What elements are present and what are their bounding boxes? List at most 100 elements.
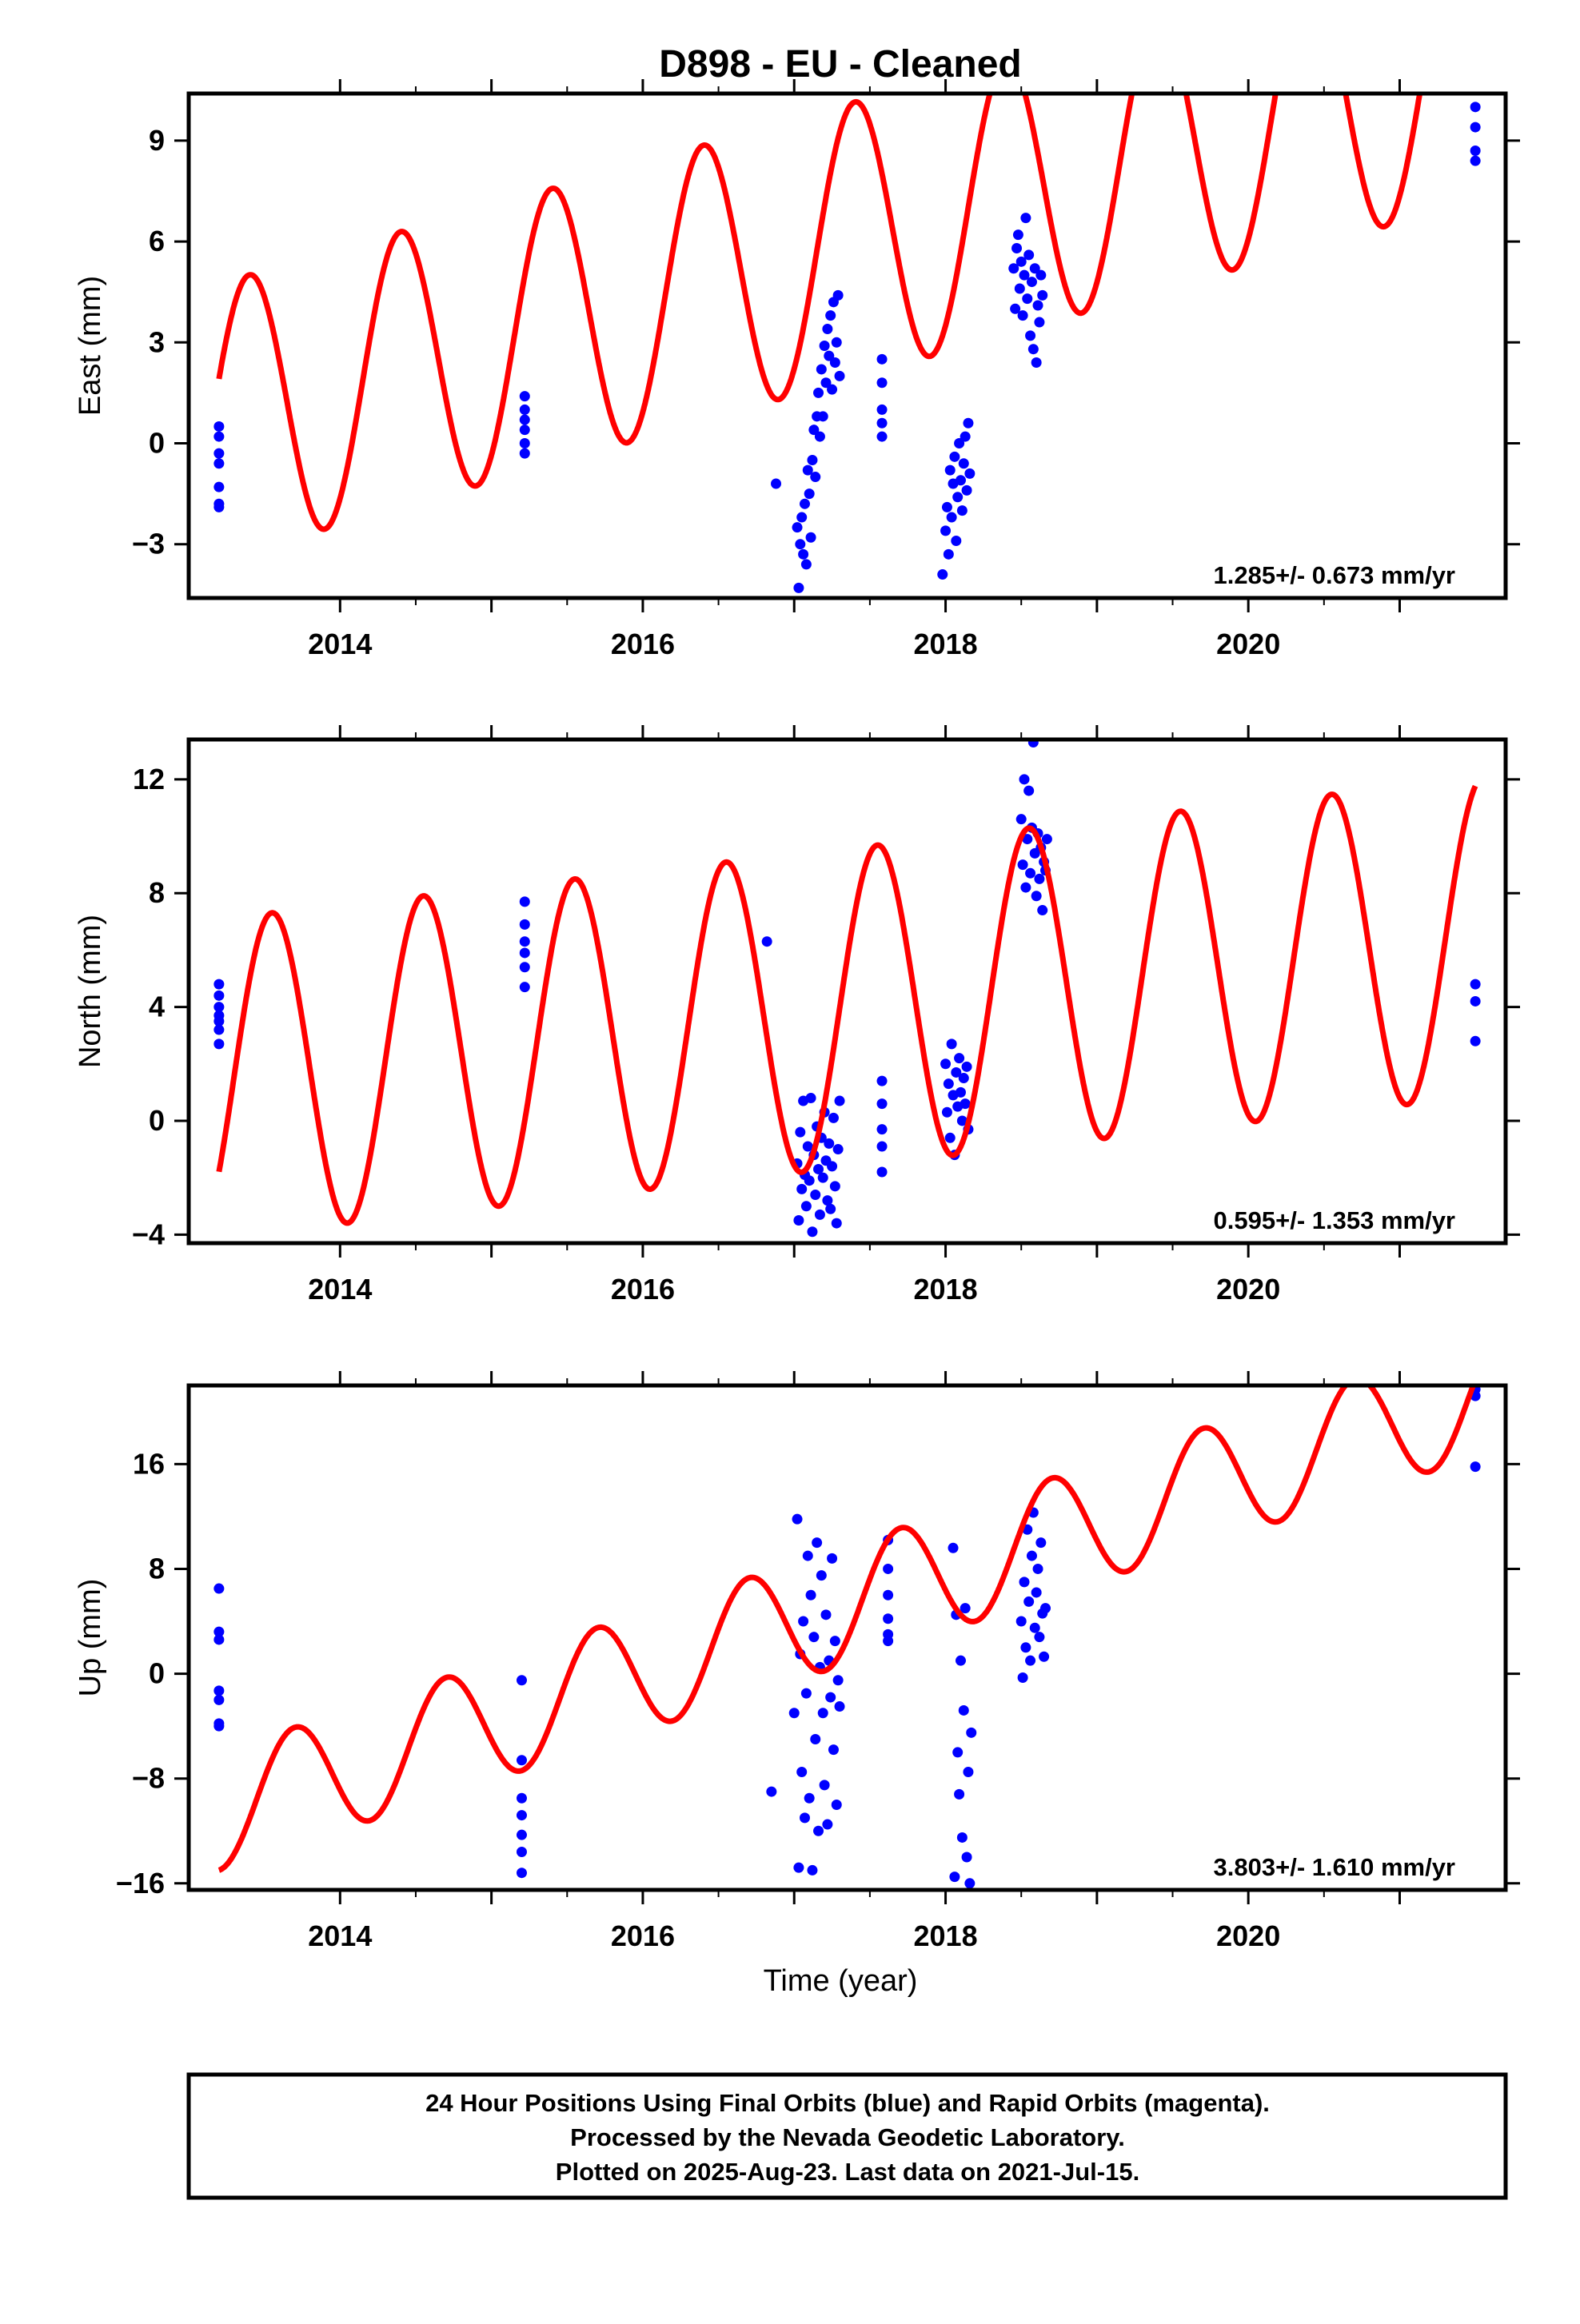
- x-tick-label: 2016: [611, 1273, 675, 1306]
- data-point: [834, 370, 845, 381]
- data-point: [954, 1053, 965, 1064]
- data-point: [814, 1209, 825, 1220]
- data-point: [788, 1708, 800, 1719]
- data-point: [213, 990, 225, 1001]
- data-point: [1035, 1537, 1047, 1549]
- data-point: [213, 1694, 225, 1705]
- data-point: [519, 919, 530, 930]
- plot-frame-up: [186, 1383, 1508, 1892]
- data-point: [213, 421, 225, 432]
- data-point: [1034, 317, 1045, 328]
- data-point: [816, 364, 827, 375]
- data-point: [519, 962, 530, 973]
- data-point: [946, 512, 957, 523]
- data-point: [824, 350, 835, 361]
- data-point: [940, 525, 952, 536]
- data-point: [766, 1786, 777, 1797]
- data-point: [796, 1183, 808, 1194]
- data-point: [516, 1810, 527, 1821]
- data-point: [213, 431, 225, 442]
- data-point: [1025, 867, 1036, 879]
- data-point: [808, 1632, 820, 1643]
- data-point: [956, 505, 968, 516]
- data-point: [813, 1163, 824, 1174]
- data-point: [1470, 1035, 1481, 1046]
- data-point: [828, 1744, 839, 1756]
- data-point: [1031, 891, 1042, 902]
- data-point: [807, 1226, 818, 1238]
- data-point: [831, 1799, 842, 1810]
- data-point: [213, 1024, 225, 1035]
- data-point: [955, 1655, 966, 1666]
- data-point: [1032, 1563, 1043, 1574]
- data-point: [966, 1727, 977, 1738]
- data-point: [792, 522, 803, 533]
- x-tick-label: 2018: [914, 628, 978, 660]
- data-point: [808, 425, 820, 436]
- data-point: [1019, 774, 1030, 785]
- y-tick-label: 9: [149, 124, 165, 157]
- panel-up: 2014 2016 2018 2020 −16 −8 0 8 16 Up (mm) 3.803+/-…: [74, 1371, 1520, 1952]
- panel-east: 2014 2016 2018 2020 −3 0 3 6 9 East (mm) 1.285+/- …: [74, 79, 1520, 660]
- data-point: [1025, 1655, 1036, 1666]
- data-point: [960, 1603, 971, 1614]
- data-point: [793, 582, 804, 593]
- data-point: [960, 1098, 971, 1110]
- data-point: [1017, 859, 1028, 871]
- data-point: [1037, 905, 1048, 916]
- data-point: [820, 1609, 832, 1620]
- data-point: [944, 464, 956, 476]
- data-point: [804, 1792, 815, 1804]
- data-point: [1015, 1616, 1027, 1627]
- data-point: [961, 1061, 972, 1072]
- data-point: [1022, 293, 1033, 305]
- data-points-east: [213, 102, 1481, 593]
- data-point: [812, 1537, 823, 1549]
- data-point: [804, 1175, 815, 1186]
- rate-label-up: 3.803+/- 1.610 mm/yr: [1214, 1853, 1455, 1881]
- data-point: [1014, 283, 1025, 294]
- data-point: [519, 414, 530, 425]
- footer-line-1: 24 Hour Positions Using Final Orbits (bl…: [425, 2089, 1270, 2117]
- data-point: [519, 896, 530, 907]
- data-point: [810, 472, 821, 483]
- data-point: [827, 1553, 838, 1564]
- x-tick-label: 2016: [611, 628, 675, 660]
- data-point: [1031, 357, 1042, 369]
- data-point: [943, 1078, 954, 1090]
- data-point: [961, 1852, 972, 1863]
- data-point: [1034, 873, 1045, 884]
- data-point: [824, 1138, 835, 1149]
- data-point: [814, 431, 825, 442]
- data-point: [795, 1126, 806, 1138]
- data-point: [958, 458, 969, 469]
- data-point: [876, 1124, 888, 1135]
- data-point: [519, 437, 530, 448]
- x-axis-label: Time (year): [764, 1964, 918, 1998]
- data-point: [829, 357, 840, 369]
- data-point: [213, 1002, 225, 1013]
- data-point: [948, 1542, 959, 1553]
- x-tick-label: 2014: [308, 1273, 372, 1306]
- data-point: [1026, 1550, 1037, 1561]
- y-axis-label-east: East (mm): [74, 276, 107, 416]
- data-point: [213, 1634, 225, 1645]
- data-point: [813, 1825, 824, 1836]
- x-tick-label: 2020: [1216, 628, 1280, 660]
- data-point: [1032, 300, 1043, 311]
- data-point: [1470, 145, 1481, 157]
- data-point: [951, 535, 962, 546]
- data-point: [1017, 310, 1028, 321]
- chart-title: D898 - EU - Cleaned: [659, 43, 1021, 86]
- data-point: [949, 451, 960, 462]
- data-point: [1027, 344, 1039, 355]
- plot-frame-north: [186, 737, 1508, 1246]
- data-point: [822, 1819, 833, 1830]
- data-point: [831, 1218, 842, 1229]
- data-point: [213, 481, 225, 492]
- data-point: [213, 979, 225, 990]
- data-point: [1023, 249, 1035, 261]
- data-point: [956, 1832, 968, 1843]
- data-point: [941, 501, 952, 512]
